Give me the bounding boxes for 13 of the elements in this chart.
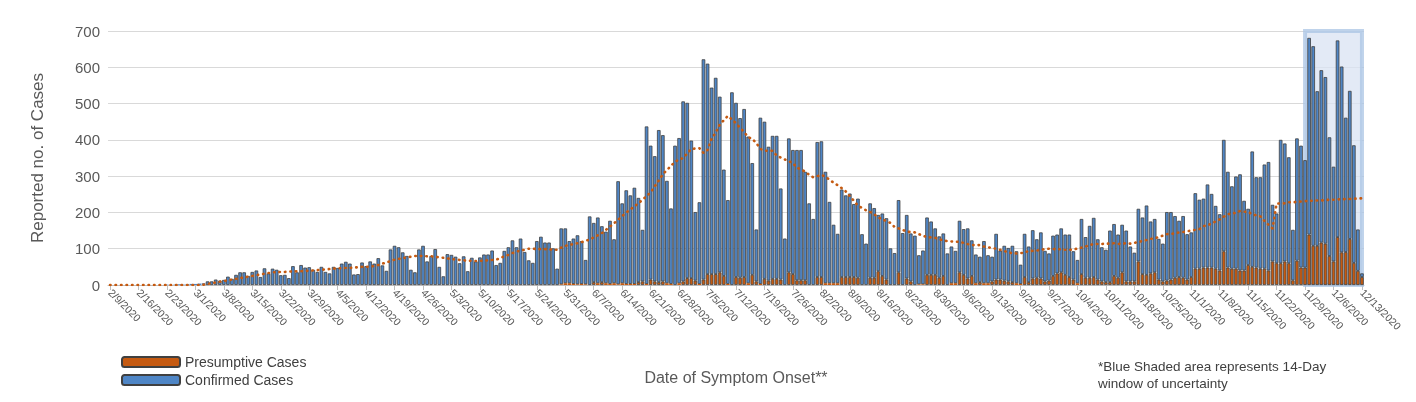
y-tick-label: 600 [74,58,100,76]
x-axis-title: Date of Symptom Onset** [644,368,828,386]
legend-label: Confirmed Cases [185,372,294,388]
y-tick-label: 400 [74,131,100,149]
y-tick-label: 300 [74,167,100,185]
text: *Blue Shaded area represents 14-Day window of uncertainty [1097,359,1330,391]
y-tick-label: 0 [91,276,100,294]
legend-label: Presumptive Cases [185,354,307,370]
y-tick-label: 200 [74,203,100,221]
y-axis-title: Reported no. of Cases [28,72,47,244]
y-tick-label: 500 [74,95,100,113]
y-tick-label: 700 [74,22,100,40]
y-tick-label: 100 [74,240,100,258]
